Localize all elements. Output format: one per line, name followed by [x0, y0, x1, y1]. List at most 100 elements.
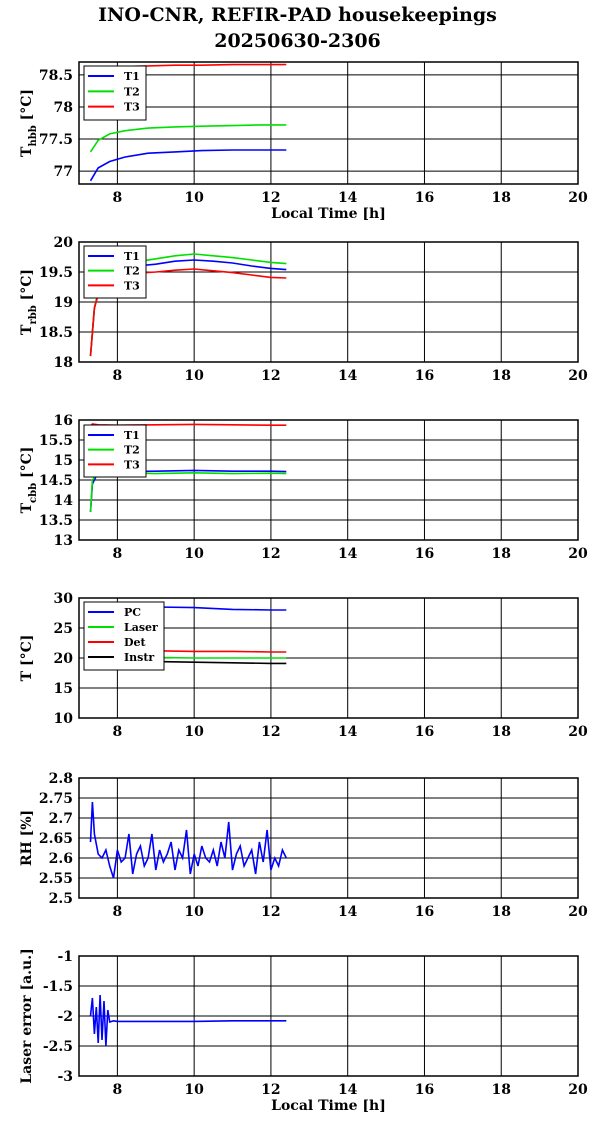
y-axis-label: RH [%]	[19, 810, 35, 866]
x-tick-label: 8	[113, 368, 123, 384]
series-line-data	[89, 994, 287, 1047]
y-tick-label: 25	[54, 621, 73, 637]
plot-frame	[78, 955, 579, 1077]
y-tick-label: 19	[54, 295, 73, 311]
y-tick-label: 15.5	[39, 433, 73, 449]
y-tick-label: 15	[54, 453, 73, 469]
y-tick-label: 78	[54, 100, 73, 116]
y-tick-label: -1.5	[43, 979, 73, 995]
legend-label: T2	[124, 444, 140, 457]
legend-label: T3	[124, 458, 140, 471]
plot-frame	[78, 419, 579, 541]
legend-label: T1	[124, 250, 140, 263]
x-tick-label: 10	[184, 368, 204, 384]
y-tick-label: 2.65	[39, 831, 73, 847]
y-tick-label: 14.5	[39, 473, 73, 489]
legend-label: Instr	[124, 651, 154, 664]
x-tick-label: 8	[113, 546, 123, 562]
x-tick-label: 20	[568, 190, 588, 206]
y-tick-label: 78.5	[39, 68, 73, 84]
y-tick-label: -2	[57, 1009, 73, 1025]
x-tick-label: 16	[415, 1082, 434, 1098]
x-tick-label: 14	[338, 546, 358, 562]
chart-panel-2: 8 10 12 14 16 18 20 18 18.5 19 19.5 20 Trbb [°C] T1 T2…	[19, 235, 588, 384]
x-tick-label: 8	[113, 724, 123, 740]
chart-panel-5: 8 10 12 14 16 18 20 2.5 2.55 2.6 2.65 2.7 2.75 2.8 RH …	[19, 771, 588, 920]
y-tick-label: 77.5	[39, 132, 73, 148]
x-tick-label: 20	[568, 904, 588, 920]
x-tick-label: 14	[338, 724, 358, 740]
x-tick-label: 12	[261, 190, 280, 206]
y-tick-label: -3	[57, 1069, 73, 1085]
plot-frame	[78, 61, 579, 185]
x-tick-label: 20	[568, 368, 588, 384]
y-tick-label: 2.8	[49, 771, 73, 787]
legend-label: T1	[124, 70, 140, 83]
y-tick-label: 2.55	[39, 871, 73, 887]
y-tick-label: 10	[54, 711, 74, 727]
y-tick-label: -1	[57, 949, 73, 965]
x-tick-label: 10	[184, 190, 204, 206]
y-axis-label: Laser error [a.u.]	[19, 948, 35, 1083]
chart-panel-3: 8 10 12 14 16 18 20 13 13.5 14 14.5 15 15.5 16 Tcbb [°…	[19, 413, 588, 562]
legend-label: T3	[124, 101, 140, 114]
x-axis-label: Local Time [h]	[271, 1098, 386, 1114]
x-tick-label: 18	[491, 724, 510, 740]
x-tick-label: 18	[491, 546, 510, 562]
y-tick-label: 14	[54, 493, 74, 509]
y-tick-label: 2.6	[49, 851, 73, 867]
legend-label: T3	[124, 279, 140, 292]
series-line-data	[89, 801, 288, 879]
x-tick-label: 12	[261, 368, 280, 384]
legend-box	[83, 424, 147, 478]
y-tick-label: 20	[54, 651, 74, 667]
series-line-t1	[89, 469, 287, 513]
y-tick-label: 13	[54, 533, 73, 549]
y-tick-label: 19.5	[39, 265, 73, 281]
y-tick-label: 20	[54, 235, 74, 251]
y-tick-label: 18.5	[39, 325, 73, 341]
x-tick-label: 16	[415, 368, 434, 384]
legend-label: T1	[124, 429, 140, 442]
x-tick-label: 14	[338, 1082, 358, 1098]
x-axis-label: Local Time [h]	[271, 206, 386, 222]
x-tick-label: 18	[491, 1082, 510, 1098]
x-tick-label: 20	[568, 546, 588, 562]
y-tick-label: 2.7	[49, 811, 73, 827]
chart-panel-6: 8 10 12 14 16 18 20 -3 -2.5 -2 -1.5 -1 Local Time [h…	[19, 948, 588, 1114]
plot-frame	[78, 597, 579, 719]
y-tick-label: 16	[54, 413, 73, 429]
chart-subtitle: 20250630-2306	[214, 30, 381, 52]
x-tick-label: 18	[491, 368, 510, 384]
x-tick-label: 10	[184, 546, 204, 562]
chart-panel-4: 8 10 12 14 16 18 20 10 15 20 25 30 T [°C] PC Laser Det I…	[19, 591, 588, 740]
x-tick-label: 12	[261, 1082, 280, 1098]
x-tick-label: 8	[113, 1082, 123, 1098]
x-tick-label: 8	[113, 904, 123, 920]
legend-box	[83, 601, 165, 671]
legend-label: T2	[124, 85, 140, 98]
x-tick-label: 16	[415, 546, 434, 562]
x-tick-label: 14	[338, 190, 358, 206]
x-tick-label: 8	[113, 190, 123, 206]
y-tick-label: 2.75	[39, 791, 73, 807]
chart-panel-1: 8 10 12 14 16 18 20 77 77.5 78 78.5 Local Time [h] T…	[19, 61, 588, 222]
y-axis-label: Tcbb [°C]	[19, 447, 39, 514]
y-tick-label: 13.5	[39, 513, 73, 529]
legend: PC Laser Det Instr	[83, 601, 165, 671]
legend-label: Det	[124, 636, 147, 649]
legend-label: PC	[124, 606, 141, 619]
x-tick-label: 10	[184, 904, 204, 920]
y-tick-label: 15	[54, 681, 73, 697]
series-line-t1	[89, 149, 287, 182]
series-line-t2	[89, 471, 287, 513]
x-tick-label: 18	[491, 904, 510, 920]
y-tick-label: 30	[54, 591, 74, 607]
y-axis-label: Thbb [°C]	[19, 89, 39, 157]
x-tick-label: 16	[415, 724, 434, 740]
x-tick-label: 14	[338, 904, 358, 920]
x-tick-label: 18	[491, 190, 510, 206]
x-tick-label: 20	[568, 1082, 588, 1098]
